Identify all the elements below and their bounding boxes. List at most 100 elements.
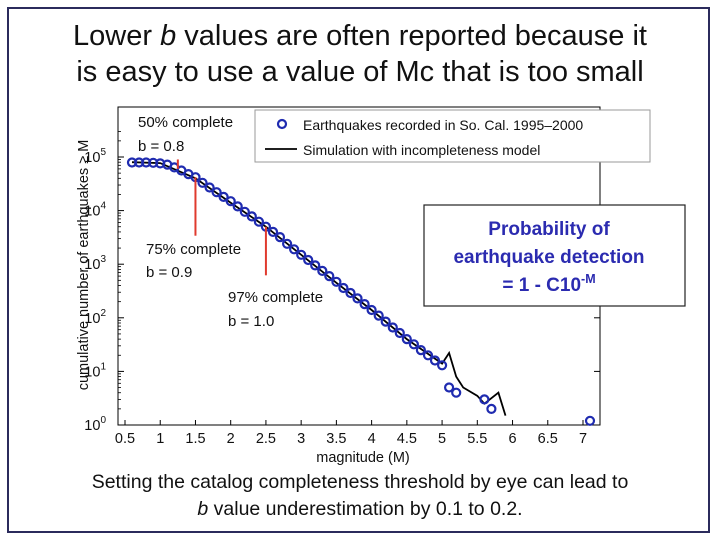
- observed-point: [451, 387, 462, 398]
- x-tick-label: 5.5: [467, 431, 487, 447]
- callout-line-3: = 1 - C10-M: [502, 272, 595, 296]
- observed-point: [345, 287, 356, 299]
- observed-point: [310, 260, 321, 271]
- legend-marker-observed: [276, 118, 288, 130]
- completeness-label: 75% complete: [146, 241, 241, 258]
- observed-point: [218, 191, 229, 202]
- y-axis-label: cumulative number of earthquakes ≥ M: [76, 140, 92, 391]
- observed-point: [359, 299, 370, 310]
- observed-point: [486, 403, 497, 414]
- annotations-group: 50% complete b = 0.8 75% complete b = 0.9 97…: [138, 114, 323, 330]
- detection-callout: Probability of earthquake detection = 1 …: [423, 204, 686, 307]
- callout-formula: = 1 - C10: [502, 275, 581, 296]
- x-tick-label: 3.5: [326, 431, 346, 447]
- callout-line-2: earthquake detection: [453, 247, 644, 268]
- callout-formula-exponent: -M: [581, 272, 596, 286]
- x-tick-label: 2.5: [256, 431, 276, 447]
- observed-point: [401, 334, 412, 345]
- legend: Earthquakes recorded in So. Cal. 1995–20…: [254, 109, 651, 163]
- title-line-2: is easy to use a value of Mc that is too…: [76, 56, 644, 88]
- observed-point: [303, 254, 314, 266]
- x-tick-label: 6: [508, 431, 516, 447]
- observed-point: [408, 339, 419, 350]
- observed-point: [324, 271, 335, 282]
- observed-point: [387, 322, 398, 333]
- observed-point: [211, 187, 222, 198]
- x-tick-label: 0.5: [115, 431, 135, 447]
- observed-point: [197, 177, 208, 188]
- y-tick-base: 10: [84, 204, 100, 220]
- observed-point: [246, 211, 257, 222]
- caption-line-2: b value underestimation by 0.1 to 0.2.: [0, 496, 720, 523]
- observed-point: [415, 345, 426, 356]
- observed-point: [352, 293, 363, 304]
- observed-point: [253, 216, 264, 227]
- observed-point: [289, 244, 300, 255]
- y-tick-label: 104: [84, 201, 106, 220]
- caption-line-1: Setting the catalog completeness thresho…: [91, 471, 629, 493]
- y-tick-base: 10: [84, 150, 100, 166]
- legend-label-observed: Earthquakes recorded in So. Cal. 1995–20…: [303, 117, 583, 133]
- y-tick-label: 100: [84, 415, 106, 434]
- observed-point: [232, 201, 243, 212]
- y-tick-label: 101: [84, 361, 106, 380]
- slide-title: Lower b values are often reported becaus…: [0, 18, 720, 90]
- axes-group: 0.5 1 1.5 2 2.5 3 3.5 4 4.5 5 5.5 6 6.5 7100101102103…: [84, 106, 601, 447]
- x-tick-label: 3: [297, 431, 305, 447]
- y-tick-base: 10: [84, 257, 100, 273]
- observed-point: [204, 182, 215, 193]
- title-pre: Lower: [73, 20, 161, 52]
- y-tick-base: 10: [84, 311, 100, 327]
- x-tick-label: 5: [438, 431, 446, 447]
- callout-line-1: Probability of: [488, 219, 610, 240]
- observed-point: [331, 276, 342, 287]
- completeness-label: 97% complete: [228, 289, 323, 306]
- b-value-label: b = 0.8: [138, 138, 184, 155]
- y-tick-label: 102: [84, 308, 106, 327]
- observed-point: [479, 394, 490, 405]
- x-tick-label: 1.5: [185, 431, 205, 447]
- y-tick-label: 103: [84, 254, 106, 273]
- b-value-label: b = 1.0: [228, 313, 274, 330]
- x-axis-label: magnitude (M): [316, 450, 409, 466]
- caption-rest: value underestimation by 0.1 to 0.2.: [208, 498, 523, 520]
- callout-box: [423, 204, 686, 307]
- observed-point: [282, 238, 293, 249]
- observed-point: [366, 304, 377, 316]
- y-tick-exponent: 5: [100, 147, 106, 158]
- y-tick-label: 105: [84, 147, 106, 166]
- observed-point: [225, 196, 236, 207]
- y-tick-exponent: 0: [100, 415, 106, 426]
- legend-label-simulation: Simulation with incompleteness model: [303, 142, 540, 158]
- y-tick-exponent: 4: [100, 201, 106, 212]
- slide-caption: Setting the catalog completeness thresho…: [0, 469, 720, 523]
- observed-point: [373, 310, 384, 321]
- observed-point: [317, 265, 328, 276]
- y-tick-exponent: 2: [100, 308, 106, 319]
- observed-point: [274, 232, 286, 243]
- y-tick-exponent: 3: [100, 254, 106, 265]
- observed-point: [422, 350, 434, 361]
- observed-point: [380, 316, 391, 327]
- observed-point: [338, 282, 349, 294]
- x-tick-label: 4: [368, 431, 376, 447]
- title-italic-b: b: [160, 20, 177, 52]
- b-value-label: b = 0.9: [146, 264, 192, 281]
- x-tick-label: 2: [227, 431, 235, 447]
- title-line-1: Lower b values are often reported becaus…: [0, 18, 720, 54]
- observed-point: [267, 226, 279, 237]
- observed-point: [437, 360, 448, 371]
- title-rest: values are often reported because it: [176, 20, 647, 52]
- completeness-label: 50% complete: [138, 114, 233, 131]
- x-tick-label: 1: [156, 431, 164, 447]
- legend-box: [254, 109, 651, 163]
- caption-italic-b: b: [197, 498, 209, 520]
- observed-point: [239, 206, 250, 217]
- observed-point: [394, 327, 405, 339]
- observed-point: [444, 382, 455, 393]
- y-tick-base: 10: [84, 418, 100, 434]
- x-tick-label: 7: [579, 431, 587, 447]
- x-tick-label: 6.5: [538, 431, 558, 447]
- y-tick-base: 10: [84, 364, 100, 380]
